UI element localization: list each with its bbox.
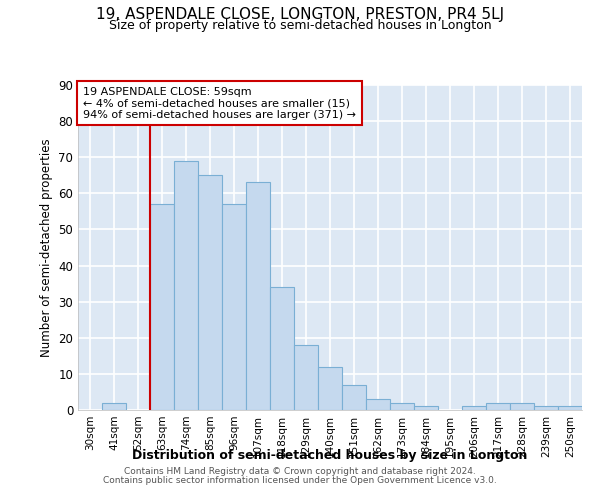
Bar <box>102 403 126 410</box>
Text: Contains public sector information licensed under the Open Government Licence v3: Contains public sector information licen… <box>103 476 497 485</box>
Text: Contains HM Land Registry data © Crown copyright and database right 2024.: Contains HM Land Registry data © Crown c… <box>124 467 476 476</box>
Bar <box>390 403 414 410</box>
Bar <box>294 345 318 410</box>
Bar <box>342 384 366 410</box>
Text: Distribution of semi-detached houses by size in Longton: Distribution of semi-detached houses by … <box>133 448 527 462</box>
Bar <box>174 161 198 410</box>
Bar <box>270 287 294 410</box>
Bar <box>486 403 510 410</box>
Text: 19 ASPENDALE CLOSE: 59sqm
← 4% of semi-detached houses are smaller (15)
94% of s: 19 ASPENDALE CLOSE: 59sqm ← 4% of semi-d… <box>83 86 356 120</box>
Bar <box>366 399 390 410</box>
Text: 19, ASPENDALE CLOSE, LONGTON, PRESTON, PR4 5LJ: 19, ASPENDALE CLOSE, LONGTON, PRESTON, P… <box>96 8 504 22</box>
Bar <box>558 406 582 410</box>
Bar <box>246 182 270 410</box>
Bar <box>150 204 174 410</box>
Y-axis label: Number of semi-detached properties: Number of semi-detached properties <box>40 138 53 357</box>
Bar <box>462 406 486 410</box>
Bar <box>534 406 558 410</box>
Bar <box>198 176 222 410</box>
Bar <box>510 403 534 410</box>
Bar <box>414 406 438 410</box>
Bar <box>222 204 246 410</box>
Bar <box>318 366 342 410</box>
Text: Size of property relative to semi-detached houses in Longton: Size of property relative to semi-detach… <box>109 19 491 32</box>
